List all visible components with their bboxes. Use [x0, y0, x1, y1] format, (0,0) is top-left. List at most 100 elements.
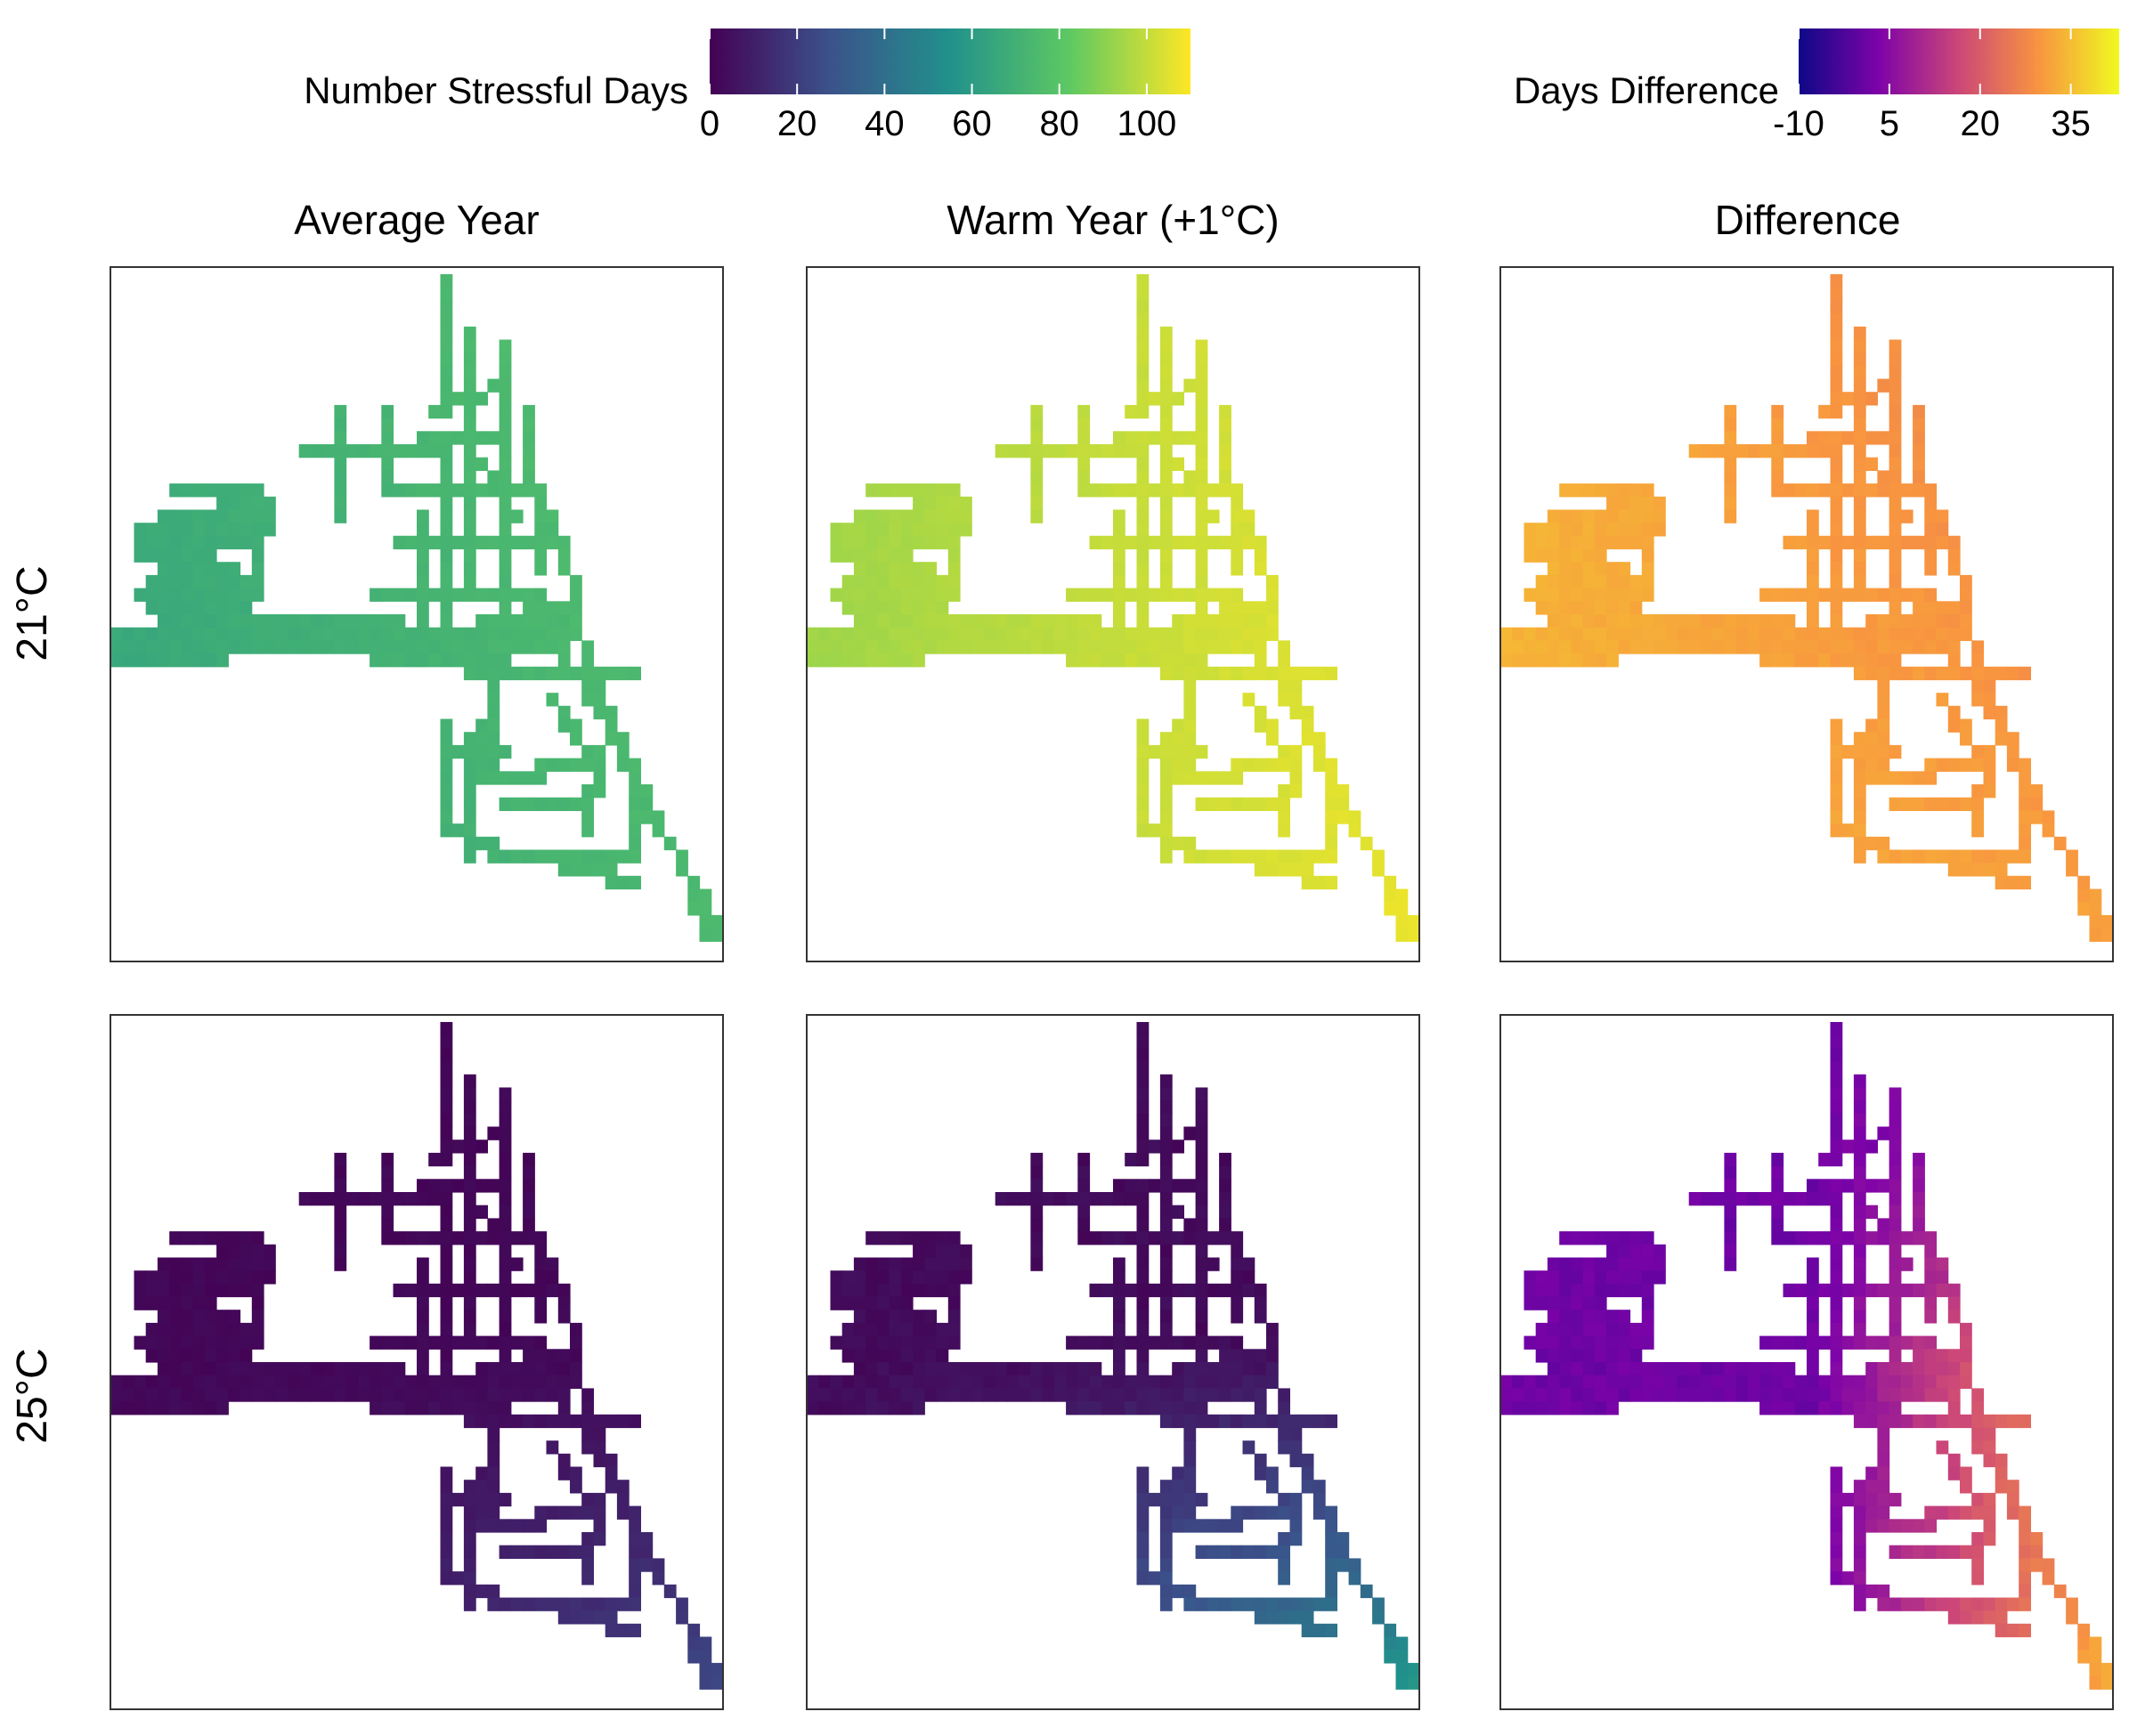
heatmap-cell [1207, 1257, 1220, 1271]
heatmap-cell [1231, 1349, 1244, 1363]
heatmap-cell [322, 444, 335, 458]
heatmap-cell [216, 1375, 229, 1389]
heatmap-cell [1877, 535, 1890, 550]
heatmap-cell [487, 1388, 500, 1402]
heatmap-cell [310, 444, 323, 458]
heatmap-cell [1759, 1401, 1772, 1416]
heatmap-cell [1924, 797, 1938, 811]
heatmap-cell [1629, 614, 1643, 629]
heatmap-cell [1853, 457, 1866, 471]
heatmap-cell [1889, 339, 1902, 353]
heatmap-cell [487, 771, 500, 785]
heatmap-cell [913, 640, 925, 654]
heatmap-cell [1136, 470, 1150, 484]
heatmap-cell [428, 1375, 441, 1389]
heatmap-cell [1807, 1322, 1819, 1337]
heatmap-cell [1936, 797, 1949, 811]
heatmap-cell [1136, 1270, 1150, 1285]
heatmap-cell [204, 640, 217, 654]
heatmap-cell [1677, 1388, 1690, 1402]
heatmap-cell [1278, 863, 1290, 877]
heatmap-cell [1841, 627, 1855, 641]
heatmap-cell [145, 627, 158, 641]
heatmap-cell [1971, 744, 1984, 759]
heatmap-cell [2089, 1636, 2102, 1651]
heatmap-cell [1936, 1440, 1949, 1455]
heatmap-cell [1794, 483, 1808, 498]
heatmap-cell [924, 1257, 938, 1271]
heatmap-cell [1159, 418, 1173, 432]
heatmap-cell [2030, 1532, 2044, 1546]
panel-25c-average-year [110, 1014, 724, 1710]
heatmap-cell [557, 562, 571, 576]
heatmap-cell [605, 705, 618, 720]
heatmap-cell [1207, 1231, 1220, 1245]
heatmap-cell [1724, 1192, 1737, 1206]
heatmap-cell [1325, 1558, 1337, 1572]
heatmap-cell [1983, 1453, 1996, 1468]
heatmap-cell [228, 640, 241, 654]
heatmap-cell [1794, 1375, 1808, 1389]
heatmap-cell [1101, 1231, 1114, 1245]
heatmap-cell [1077, 418, 1091, 432]
heatmap-cell [157, 1388, 170, 1402]
heatmap-cell [499, 1349, 512, 1363]
heatmap-cell [134, 1375, 147, 1389]
heatmap-cell [629, 771, 641, 785]
heatmap-cell [1629, 1270, 1643, 1285]
heatmap-cell [334, 640, 347, 654]
heatmap-cell [699, 1662, 712, 1677]
heatmap-cell [334, 1388, 347, 1402]
heatmap-cell [1136, 1283, 1150, 1298]
heatmap-cell [1641, 1244, 1654, 1259]
heatmap-cell [1113, 1296, 1125, 1310]
heatmap-cell [1136, 1335, 1150, 1350]
heatmap-cell [1641, 1388, 1654, 1402]
heatmap-cell [487, 1492, 500, 1507]
heatmap-cell [889, 574, 902, 589]
heatmap-cell [1195, 849, 1208, 864]
heatmap-cell [1172, 1335, 1184, 1350]
heatmap-cell [1030, 483, 1044, 498]
heatmap-cell [345, 627, 359, 641]
heatmap-cell [275, 1375, 288, 1389]
heatmap-cell [1865, 457, 1878, 471]
heatmap-cell [1571, 535, 1584, 550]
heatmap-cell [1865, 836, 1878, 851]
heatmap-cell [322, 1388, 335, 1402]
heatmap-cell [1231, 588, 1244, 602]
heatmap-cell [157, 653, 170, 668]
heatmap-cell [1183, 679, 1197, 694]
heatmap-cell [1924, 535, 1938, 550]
heatmap-cell [451, 392, 465, 406]
heatmap-cell [581, 640, 594, 654]
heatmap-cell [440, 1113, 453, 1128]
heatmap-cell [1159, 1375, 1173, 1389]
heatmap-cell [1524, 653, 1537, 668]
heatmap-cell [1278, 1571, 1290, 1586]
heatmap-cell [463, 1126, 476, 1140]
heatmap-cell [687, 1623, 701, 1638]
heatmap-cell [2077, 1636, 2091, 1651]
heatmap-cell [557, 627, 571, 641]
heatmap-cell [1524, 548, 1537, 563]
heatmap-cell [1289, 1453, 1303, 1468]
row-label-25c: 25°C [9, 1348, 56, 1443]
heatmap-cell [1830, 1283, 1843, 1298]
heatmap-cell [1900, 849, 1914, 864]
heatmap-cell [1172, 1283, 1184, 1298]
heatmap-cell [1783, 1231, 1796, 1245]
heatmap-cell [534, 797, 548, 811]
heatmap-cell [1360, 836, 1373, 851]
heatmap-cell [216, 1231, 229, 1245]
heatmap-cell [1195, 496, 1208, 511]
heatmap-cell [1641, 588, 1654, 602]
heatmap-cell [616, 875, 630, 890]
heatmap-cell [1889, 627, 1902, 641]
heatmap-cell [240, 1257, 253, 1271]
heatmap-cell [216, 483, 229, 498]
heatmap-cell [1594, 562, 1607, 576]
heatmap-cell [1830, 1558, 1843, 1572]
heatmap-cell [1242, 535, 1255, 550]
heatmap-cell [523, 627, 535, 641]
